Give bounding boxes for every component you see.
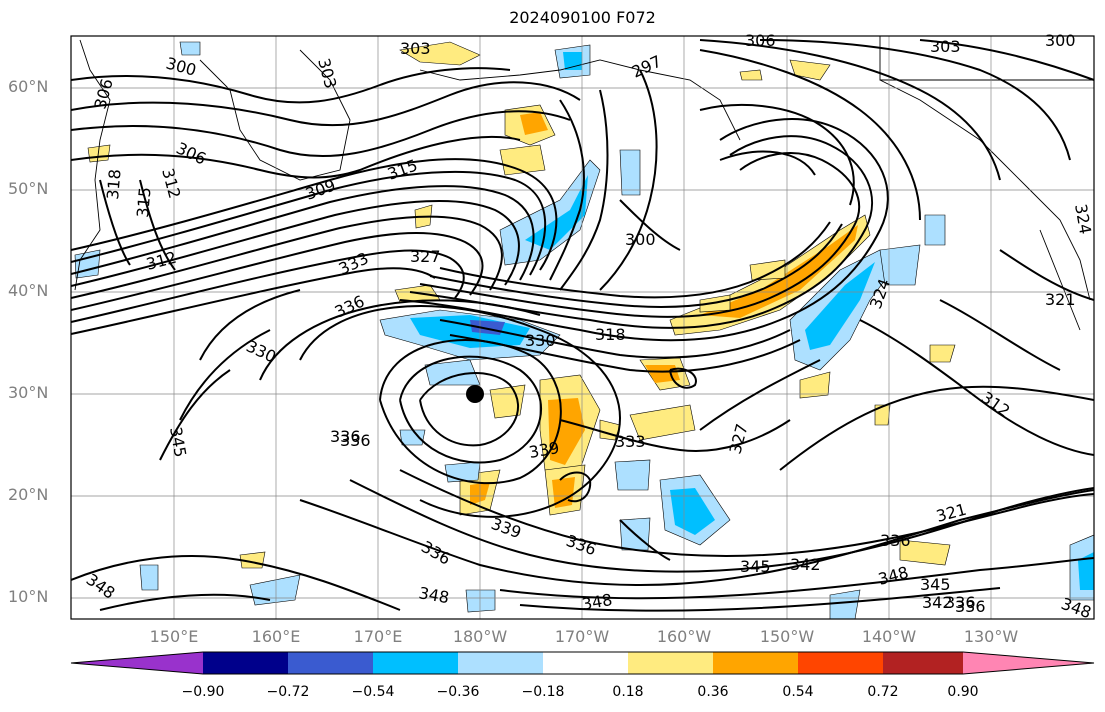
colorbar-segment [628, 652, 713, 674]
colorbar-tick-label: 0.18 [612, 684, 644, 700]
contour-lines [71, 39, 1094, 612]
colorbar-tick-label: −0.90 [181, 684, 225, 700]
map-title: 2024090100 F072 [509, 8, 656, 27]
colorbar-tick-label: −0.72 [266, 684, 310, 700]
contour-label: 303 [400, 39, 431, 58]
contour-label: 336 [945, 593, 976, 612]
contour-label: 303 [930, 37, 961, 56]
lon-label: 170°E [353, 627, 403, 646]
contour-label: 336 [340, 431, 371, 450]
colorbar-tick-label: −0.18 [521, 684, 565, 700]
colorbar-segment [883, 652, 963, 674]
colorbar-segment [798, 652, 883, 674]
contour-label: 312 [144, 248, 178, 274]
colorbar-segment [543, 652, 628, 674]
contour-label: 345 [166, 425, 190, 458]
contour-label: 330 [525, 331, 556, 350]
shading-layer [74, 41, 1094, 619]
contour-label: 315 [133, 186, 155, 218]
contour-label: 300 [164, 54, 198, 80]
lat-label: 60°N [8, 77, 49, 96]
contour-label: 321 [1045, 290, 1076, 309]
contour-label: 342 [922, 593, 953, 612]
contour-label: 312 [158, 166, 184, 200]
contour-label: 306 [173, 138, 209, 168]
contour-label: 348 [876, 563, 910, 589]
colorbar-segment [458, 652, 543, 674]
contour-label: 297 [629, 51, 665, 81]
colorbar [70, 651, 1095, 675]
contour-label: 345 [920, 575, 951, 594]
lon-label: 170°W [554, 627, 610, 646]
lon-label: 160°E [251, 627, 301, 646]
contour-label: 333 [336, 248, 372, 278]
colorbar-tick-label: 0.90 [947, 684, 979, 700]
contour-label: 327 [726, 422, 752, 456]
contour-label: 318 [595, 325, 626, 344]
contour-label: 309 [303, 175, 338, 203]
colorbar-tick-label: −0.54 [351, 684, 395, 700]
contour-label: 303 [314, 56, 340, 90]
colorbar-segment [288, 652, 373, 674]
contour-label: 306 [745, 31, 776, 50]
lat-label: 50°N [8, 179, 49, 198]
colorbar-tick-label: 0.54 [782, 684, 814, 700]
contour-label: 300 [1045, 31, 1076, 50]
contour-label: 312 [978, 388, 1014, 421]
contour-label: 327 [410, 247, 441, 266]
lon-label: 180°W [452, 627, 508, 646]
contour-label: 348 [417, 583, 450, 607]
contour-label: 345 [740, 557, 771, 576]
colorbar-left-extension [71, 652, 203, 674]
lat-label: 10°N [8, 587, 49, 606]
lon-label: 150°E [149, 627, 199, 646]
map-frame [70, 35, 1095, 620]
contour-label: 339 [489, 514, 524, 542]
contour-label: 318 [103, 168, 125, 200]
lat-label: 40°N [8, 281, 49, 300]
contour-label: 306 [91, 77, 117, 111]
colorbar-tick-label: −0.36 [436, 684, 480, 700]
contour-label-group: 303 300 306 297 303 300 306 303 306 318 … [83, 31, 1095, 622]
contour-label: 330 [243, 336, 279, 366]
colorbar-segment [713, 652, 798, 674]
contour-label: 300 [625, 230, 656, 249]
colorbar-tick-label: 0.72 [867, 684, 899, 700]
colorbar-tick-label: 0.36 [697, 684, 729, 700]
lat-label: 20°N [8, 485, 49, 504]
contour-label: 324 [1071, 202, 1095, 235]
contour-label: 342 [790, 555, 821, 574]
gridlines [71, 36, 1094, 619]
contour-label: 315 [385, 155, 420, 183]
lon-label: 140°W [861, 627, 917, 646]
lon-label: 150°W [759, 627, 815, 646]
contour-label: 336 [880, 531, 911, 550]
contour-label: 336 [418, 537, 454, 569]
contour-label: 333 [615, 432, 646, 451]
colorbar-right-extension [963, 652, 1094, 674]
colorbar-segment [203, 652, 288, 674]
contour-label: 336 [330, 427, 361, 446]
lon-label: 160°W [656, 627, 712, 646]
colorbar-segment [373, 652, 458, 674]
lon-label: 130°W [963, 627, 1019, 646]
contour-label: 336 [564, 531, 599, 559]
contour-label: 336 [955, 597, 986, 616]
storm-center-marker [466, 385, 484, 403]
lat-label: 30°N [8, 383, 49, 402]
